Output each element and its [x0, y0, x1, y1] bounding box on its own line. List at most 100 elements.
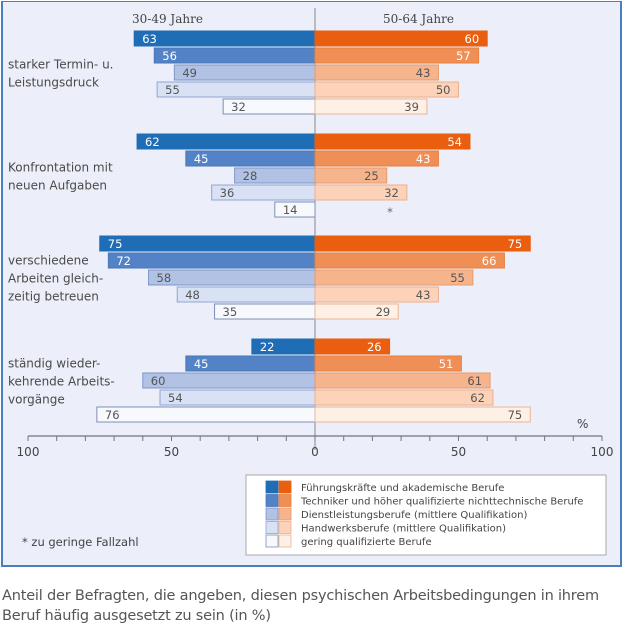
bar-value-label-right: 39 [404, 100, 419, 114]
bar-value-label-right: 51 [439, 357, 454, 371]
bar-left [99, 235, 316, 252]
bar-right [314, 252, 505, 269]
legend-entry-label: Handwerksberufe (mittlere Qualifikation) [301, 524, 506, 535]
legend-swatch-right [278, 480, 292, 494]
bar-right [314, 47, 480, 64]
bar-value-label-right: 43 [416, 288, 431, 302]
legend: Führungskräfte und akademische Berufe Tec… [245, 474, 607, 556]
bar-value-label-left: 32 [231, 100, 246, 114]
bar-value-label-right: 32 [384, 186, 399, 200]
bar-right [314, 133, 471, 150]
category-label: kehrende Arbeits- [8, 375, 115, 389]
bar-value-label-right: 75 [508, 408, 523, 422]
bar-left [133, 30, 316, 47]
bar-value-label-right: 43 [416, 66, 431, 80]
bar-value-label-right: 62 [470, 391, 485, 405]
bar-value-label-left: 55 [165, 83, 180, 97]
bar-value-label-right: 55 [450, 271, 465, 285]
bar-right [314, 406, 531, 423]
bar-value-label-left: 58 [157, 271, 172, 285]
bar-value-label-right: 75 [508, 237, 523, 251]
bar-left [148, 269, 316, 286]
legend-swatch-left [265, 480, 279, 494]
bar-left [142, 372, 316, 389]
legend-swatch-right [278, 521, 292, 534]
bar-value-label-right: 66 [482, 254, 497, 268]
bar-value-label-right: 61 [467, 374, 482, 388]
x-tick-label: 0 [311, 445, 319, 459]
unit-label: % [577, 417, 588, 431]
bar-value-label-left: 28 [243, 169, 258, 183]
bar-value-label-left: 22 [260, 340, 275, 354]
legend-entry-label: gering qualifizierte Berufe [301, 537, 432, 548]
bar-left [153, 47, 316, 64]
bar-value-label-left: 54 [168, 391, 183, 405]
bar-value-label-right: 50 [436, 83, 451, 97]
bar-value-label-right: 60 [465, 32, 480, 46]
legend-swatch-left [265, 521, 279, 534]
bar-left [107, 252, 316, 269]
legend-entry-label: Techniker und höher qualifizierte nichtt… [300, 497, 583, 508]
bar-left [274, 201, 316, 218]
bar-value-label-left: 45 [194, 152, 209, 166]
bar-right [314, 98, 428, 115]
bar-right [314, 389, 494, 406]
bar-left [156, 81, 316, 98]
bar-value-label-left: 60 [151, 374, 166, 388]
left-group-header: 30-49 Jahre [132, 12, 203, 26]
bar-value-label-right: 43 [416, 152, 431, 166]
bar-right [314, 372, 491, 389]
bar-right [314, 286, 439, 303]
legend-entry-label: Führungskräfte und akademische Berufe [301, 483, 504, 494]
bar-value-label-right: 54 [447, 135, 462, 149]
category-label: Leistungsdruck [8, 76, 99, 90]
bar-value-label-right: 26 [367, 340, 382, 354]
bar-right [314, 269, 474, 286]
bar-value-label-left: 56 [162, 49, 177, 63]
bar-left [159, 389, 316, 406]
bar-value-label-left: 48 [185, 288, 200, 302]
x-tick-label: 50 [164, 445, 179, 459]
bar-right [314, 303, 399, 320]
bar-value-label-right: 25 [364, 169, 379, 183]
legend-swatch-right [278, 507, 292, 521]
bar-left [136, 133, 316, 150]
bar-value-label-left: 75 [108, 237, 123, 251]
bar-right [314, 338, 391, 355]
bar-value-label-left: 45 [194, 357, 209, 371]
bar-right [314, 235, 531, 252]
bar-right [314, 355, 462, 372]
bar-right [314, 30, 488, 47]
bar-left [96, 406, 316, 423]
category-label: Arbeiten gleich- [8, 272, 103, 286]
legend-box [245, 474, 607, 556]
category-label: ständig wieder- [8, 357, 100, 371]
legend-swatch-left [265, 534, 279, 548]
category-label: vorgänge [8, 393, 65, 407]
category-label: verschiedene [8, 254, 89, 268]
legend-swatch-left [265, 507, 279, 521]
bar-right [314, 150, 439, 167]
bar-value-label-left: 35 [223, 305, 238, 319]
footnote: * zu geringe Fallzahl [22, 535, 139, 549]
x-tick-label: 100 [591, 445, 614, 459]
bar-right [314, 64, 439, 81]
legend-swatch-right [278, 534, 292, 548]
legend-entry-label: Dienstleistungsberufe (mittlere Qualifik… [301, 510, 527, 521]
legend-swatch-left [265, 494, 279, 507]
bar-right [314, 167, 388, 184]
missing-marker: * [387, 205, 393, 219]
x-tick-label: 50 [451, 445, 466, 459]
chart-caption: Anteil der Befragten, die angeben, diese… [2, 588, 599, 624]
bar-value-label-left: 63 [142, 32, 157, 46]
bar-value-label-right: 57 [456, 49, 471, 63]
bar-value-label-left: 36 [220, 186, 235, 200]
bar-value-label-left: 14 [283, 203, 298, 217]
bar-value-label-left: 76 [105, 408, 120, 422]
bar-value-label-left: 62 [145, 135, 160, 149]
category-label: neuen Aufgaben [8, 179, 107, 193]
x-tick-label: 100 [17, 445, 40, 459]
legend-swatch-right [278, 494, 292, 507]
bar-right [314, 184, 408, 201]
butterfly-bar-chart: 30-49 Jahre 50-64 Jahre 63 60 56 57 49 43 55 50… [8, 8, 614, 556]
